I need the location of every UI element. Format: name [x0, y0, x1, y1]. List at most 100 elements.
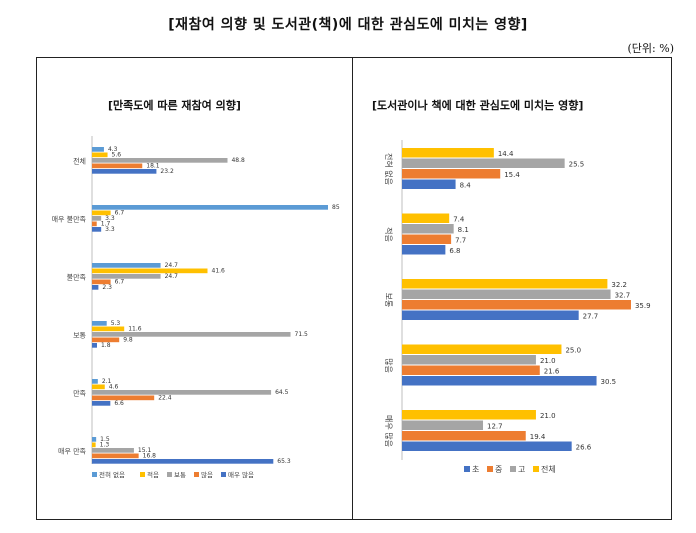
- bar: [92, 332, 291, 337]
- data-label: 85.0: [332, 204, 340, 211]
- data-label: 5.6: [112, 152, 122, 159]
- data-label: 3.3: [105, 215, 115, 222]
- category-label: 많음: [384, 358, 393, 373]
- bar: [92, 285, 99, 290]
- data-label: 1.8: [101, 342, 111, 349]
- data-label: 5.3: [111, 320, 121, 327]
- data-label: 24.7: [165, 262, 179, 269]
- data-label: 4.3: [108, 146, 118, 153]
- data-label: 11.6: [128, 326, 142, 333]
- data-label: 1.3: [100, 442, 110, 449]
- bar: [402, 441, 572, 451]
- bar: [92, 401, 111, 406]
- bar: [92, 268, 208, 274]
- legend-swatch: [167, 472, 172, 477]
- data-label: 1.7: [101, 221, 111, 228]
- left-chart-title: [만족도에 따른 재참여 의향]: [108, 99, 241, 112]
- data-label: 65.3: [277, 458, 291, 465]
- bar: [92, 448, 134, 453]
- data-label: 7.7: [455, 237, 466, 245]
- bar: [402, 365, 540, 375]
- data-label: 14.4: [498, 150, 514, 158]
- data-label: 6.6: [114, 400, 124, 407]
- bar: [92, 326, 125, 332]
- data-label: 6.8: [449, 247, 460, 255]
- bar: [402, 224, 454, 234]
- legend-label: 초: [472, 465, 479, 474]
- bar: [402, 420, 484, 430]
- data-label: 12.7: [487, 423, 503, 431]
- bar: [92, 321, 107, 326]
- legend-label: 고: [518, 465, 525, 474]
- legend-swatch: [487, 466, 493, 472]
- data-label: 15.4: [504, 171, 520, 179]
- category-label: 전체: [73, 156, 86, 165]
- bar: [92, 459, 274, 464]
- data-label: 32.7: [615, 292, 631, 300]
- category-label: 보통: [73, 331, 86, 339]
- page-title: [재참여 의향 및 도서관(책)에 대한 관심도에 미치는 영향]: [168, 17, 528, 33]
- legend-swatch: [533, 466, 539, 472]
- bar: [92, 337, 120, 343]
- data-label: 64.5: [275, 389, 289, 396]
- legend-swatch: [510, 466, 516, 472]
- category-label: 보통: [384, 293, 393, 308]
- category-label: 매우 많음: [384, 415, 393, 447]
- bar: [92, 395, 155, 401]
- data-label: 16.8: [143, 453, 157, 460]
- data-label: 3.3: [105, 226, 115, 233]
- data-label: 2.1: [102, 378, 112, 385]
- data-label: 25.0: [565, 347, 581, 355]
- data-label: 18.1: [146, 163, 160, 170]
- data-label: 8.4: [460, 182, 472, 190]
- bar: [402, 300, 631, 310]
- right-chart-title: [도서관이나 책에 대한 관심도에 미치는 영향]: [372, 99, 584, 112]
- data-label: 41.6: [212, 268, 226, 275]
- bar: [402, 410, 536, 420]
- data-label: 8.1: [458, 226, 469, 234]
- bar: [402, 158, 565, 168]
- data-label: 6.7: [115, 210, 125, 217]
- data-label: 22.4: [158, 395, 172, 402]
- bar: [402, 310, 579, 320]
- data-label: 7.4: [453, 216, 465, 224]
- category-label: 매우 불만족: [52, 214, 87, 223]
- bar: [92, 453, 139, 459]
- data-label: 9.8: [123, 337, 133, 344]
- category-label: 전혀 없음: [384, 153, 394, 185]
- data-label: 2.3: [102, 284, 112, 291]
- legend-label: 매우 많음: [228, 470, 254, 479]
- data-label: 15.1: [138, 447, 152, 454]
- legend-label: 중: [495, 465, 502, 474]
- bar: [92, 442, 96, 448]
- bar: [92, 169, 157, 174]
- bar: [92, 227, 102, 232]
- legend-label: 적음: [147, 471, 159, 479]
- charts-frame: [36, 57, 672, 520]
- bar: [402, 431, 526, 441]
- legend-label: 전체: [541, 464, 556, 474]
- bar: [402, 289, 611, 299]
- bar: [92, 263, 161, 268]
- legend-label: 보통: [174, 471, 186, 479]
- charts-divider: [352, 57, 353, 520]
- bar: [402, 344, 562, 354]
- legend-swatch: [92, 472, 97, 477]
- bar: [402, 169, 501, 179]
- data-label: 1.5: [100, 436, 110, 443]
- data-label: 23.2: [160, 168, 174, 175]
- bar: [92, 379, 98, 384]
- bar: [92, 158, 228, 163]
- data-label: 6.7: [115, 279, 125, 286]
- data-label: 48.8: [231, 157, 245, 164]
- data-label: 21.0: [540, 412, 556, 420]
- bar: [402, 245, 446, 255]
- bar: [92, 152, 108, 158]
- bar: [92, 221, 97, 227]
- category-label: 적음: [384, 227, 394, 242]
- bar: [402, 213, 450, 223]
- library-interest-chart: 전혀 없음 14.4 25.5 15.4 8.4 적음 7.4 8.1 7.7 6.8 보통 32.2…: [384, 140, 651, 474]
- data-label: 26.6: [576, 444, 592, 452]
- unit-label: (단위: %): [627, 42, 674, 55]
- bar: [92, 279, 111, 285]
